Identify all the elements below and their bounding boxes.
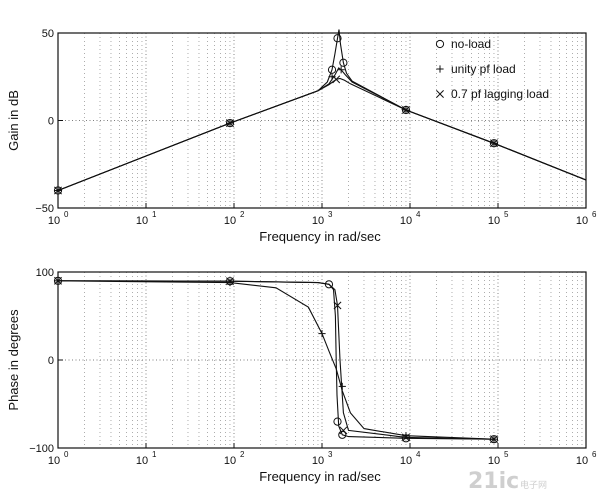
- phase-no-load-marker: [333, 417, 342, 426]
- phase-x-tick-label: 10: [488, 455, 500, 467]
- phase-lagging-pf-marker-b: [339, 426, 348, 435]
- phase-y-tick-label: −100: [29, 443, 54, 455]
- gain-x-tick-label: 10: [576, 215, 588, 227]
- gain-no-load-marker: [339, 58, 348, 67]
- gain-x-tick-exponent: 5: [504, 210, 509, 219]
- gain-y-tick-label: −50: [35, 203, 54, 215]
- phase-x-tick-label: 10: [576, 455, 588, 467]
- gain-y-ticks: 50 0 −50: [35, 28, 63, 215]
- legend-marker-lagging-pf-b: [436, 90, 444, 98]
- gain-y-tick-label: 50: [42, 28, 54, 40]
- gain-y-tick-label: 0: [48, 116, 54, 128]
- phase-lagging-pf-marker-b: [333, 301, 342, 310]
- phase-no-load-marker: [324, 280, 334, 289]
- gain-unity-pf-marker: [337, 66, 345, 74]
- phase-y-ticks: 100 0 −100: [29, 267, 63, 455]
- watermark-logo: 21ic 电子网: [468, 469, 547, 494]
- gain-x-tick-exponent: 1: [152, 210, 157, 219]
- phase-unity-pf-line: [57, 280, 495, 440]
- legend-marker-no-load: [435, 39, 445, 49]
- gain-x-tick-label: 10: [224, 215, 236, 227]
- gain-x-tick-label: 10: [400, 215, 412, 227]
- gain-x-tick-exponent: 0: [64, 210, 69, 219]
- phase-lagging-pf-marker: [226, 277, 234, 286]
- phase-x-tick-exponent: 3: [328, 450, 333, 459]
- gain-grid: [58, 33, 586, 208]
- phase-x-tick-exponent: 2: [240, 450, 245, 459]
- phase-x-axis-label: Frequency in rad/sec: [259, 469, 381, 484]
- phase-lagging-pf-marker: [333, 301, 342, 310]
- legend-marker-unity-pf: [436, 65, 444, 73]
- phase-grid: [58, 272, 586, 448]
- gain-lagging-pf-line: [57, 77, 587, 192]
- legend-marker-lagging-pf: [436, 90, 444, 98]
- phase-lagging-pf-marker: [402, 433, 410, 442]
- gain-x-axis-label: Frequency in rad/sec: [259, 229, 381, 244]
- gain-y-axis-label: Gain in dB: [6, 90, 21, 151]
- phase-x-tick-label: 10: [48, 455, 60, 467]
- phase-lagging-pf-marker-b: [402, 433, 410, 442]
- gain-plot: 50 0 −50 10 0 10 1 10 2 10 3 10 4 10 5 10 6 Frequency i…: [6, 28, 597, 244]
- gain-unity-pf-marker: [328, 73, 336, 81]
- phase-x-tick-label: 10: [136, 455, 148, 467]
- phase-lagging-pf-marker: [490, 435, 498, 444]
- gain-lagging-pf-marker: [226, 119, 234, 128]
- phase-y-axis-label: Phase in degrees: [6, 309, 21, 411]
- legend-label-unity-pf: unity pf load: [451, 62, 516, 76]
- phase-x-tick-exponent: 5: [504, 450, 509, 459]
- gain-lagging-pf-marker-b: [332, 75, 341, 84]
- gain-x-ticks: 10 0 10 1 10 2 10 3 10 4 10 5 10 6: [48, 203, 597, 227]
- gain-x-tick-exponent: 6: [592, 210, 597, 219]
- phase-y-tick-label: 0: [48, 355, 54, 367]
- phase-x-tick-exponent: 4: [416, 450, 421, 459]
- gain-lagging-pf-marker-b: [402, 106, 410, 114]
- gain-no-load-marker: [333, 34, 342, 43]
- phase-x-tick-exponent: 0: [64, 450, 69, 459]
- phase-x-tick-exponent: 6: [592, 450, 597, 459]
- phase-lagging-pf-marker-b: [226, 277, 234, 286]
- watermark-subtext: 电子网: [520, 479, 547, 491]
- gain-lagging-pf-marker-b: [226, 119, 234, 128]
- watermark-text: 21ic: [468, 469, 519, 494]
- gain-legend: no-load unity pf load 0.7 pf lagging load: [435, 37, 549, 101]
- gain-x-tick-exponent: 2: [240, 210, 245, 219]
- gain-x-tick-label: 10: [312, 215, 324, 227]
- gain-x-tick-exponent: 3: [328, 210, 333, 219]
- gain-lagging-pf-marker-b: [490, 139, 498, 148]
- legend-label-lagging-pf: 0.7 pf lagging load: [451, 87, 549, 101]
- phase-x-ticks: 10 0 10 1 10 2 10 3 10 4 10 5 10 6: [48, 443, 597, 467]
- gain-x-tick-exponent: 4: [416, 210, 421, 219]
- phase-x-tick-label: 10: [224, 455, 236, 467]
- phase-unity-pf-marker: [226, 278, 234, 287]
- gain-lagging-pf-marker: [490, 139, 498, 148]
- phase-x-tick-exponent: 1: [152, 450, 157, 459]
- gain-x-tick-label: 10: [48, 215, 60, 227]
- phase-lagging-pf-marker: [339, 426, 348, 435]
- phase-lagging-pf-marker-b: [490, 435, 498, 444]
- phase-x-tick-label: 10: [400, 455, 412, 467]
- gain-x-tick-label: 10: [488, 215, 500, 227]
- phase-series-group: [53, 276, 499, 444]
- phase-y-tick-label: 100: [36, 267, 54, 279]
- gain-series-group: [53, 29, 587, 195]
- gain-lagging-pf-marker: [402, 106, 410, 114]
- gain-x-tick-label: 10: [136, 215, 148, 227]
- phase-unity-pf-marker: [318, 330, 326, 338]
- legend-label-no-load: no-load: [451, 37, 491, 51]
- gain-lagging-pf-marker: [332, 75, 341, 84]
- phase-x-tick-label: 10: [312, 455, 324, 467]
